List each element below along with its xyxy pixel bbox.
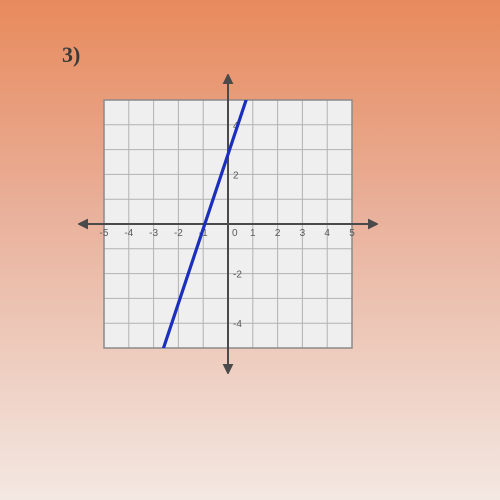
svg-text:-4: -4 — [124, 228, 133, 239]
svg-text:5: 5 — [349, 228, 355, 239]
svg-text:-2: -2 — [174, 228, 183, 239]
svg-text:0: 0 — [232, 228, 238, 239]
svg-text:-4: -4 — [233, 319, 242, 330]
screenshot-background: 3) -5-4-3-2-1012345-4-224 — [0, 0, 500, 500]
svg-text:2: 2 — [233, 170, 239, 181]
svg-text:2: 2 — [275, 228, 281, 239]
svg-text:3: 3 — [300, 228, 306, 239]
svg-text:1: 1 — [250, 228, 256, 239]
svg-text:-3: -3 — [149, 228, 158, 239]
svg-text:-5: -5 — [100, 228, 109, 239]
svg-text:-2: -2 — [233, 270, 242, 281]
svg-text:4: 4 — [324, 228, 330, 239]
graph-container: -5-4-3-2-1012345-4-224 — [78, 74, 378, 374]
problem-number: 3) — [62, 42, 80, 68]
coordinate-graph: -5-4-3-2-1012345-4-224 — [78, 74, 378, 374]
